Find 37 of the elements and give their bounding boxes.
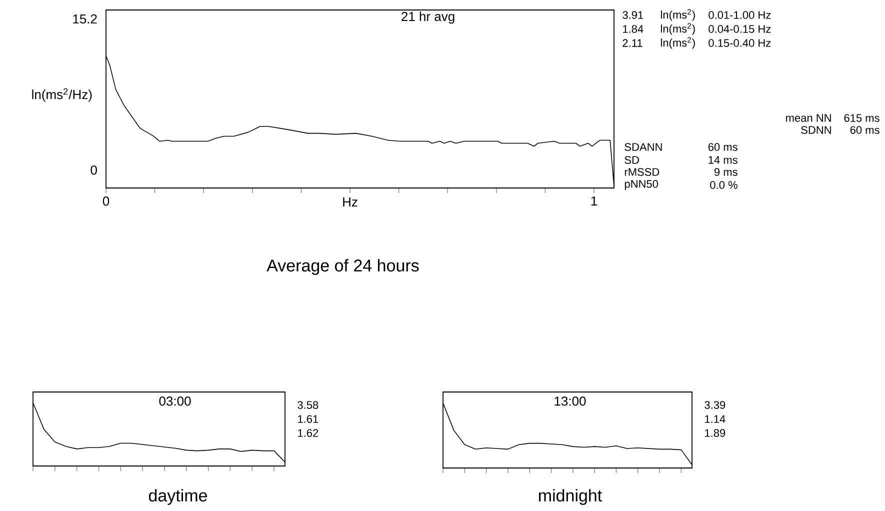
text: 3.91 bbox=[622, 11, 644, 19]
text: 1.14 bbox=[705, 415, 726, 423]
text: 0.04-0.15 Hz bbox=[708, 25, 771, 33]
text: 615 ms bbox=[844, 114, 880, 122]
text: ln(ms$^{2}$) bbox=[660, 9, 695, 21]
text: 3.58 bbox=[298, 401, 318, 409]
text: 0.0 % bbox=[710, 181, 738, 189]
text: pNN50 bbox=[624, 180, 658, 190]
text: Average of 24 hours bbox=[266, 259, 419, 275]
text: 0.15-0.40 Hz bbox=[708, 39, 771, 47]
text: SDANN bbox=[624, 143, 662, 151]
text: SD bbox=[624, 156, 639, 164]
x-axis-title: Hz bbox=[343, 198, 358, 206]
text: 9 ms bbox=[714, 168, 738, 176]
text: daytime bbox=[148, 489, 208, 505]
text: 1.62 bbox=[298, 429, 318, 437]
text: 60 ms bbox=[708, 143, 738, 151]
text: 1.61 bbox=[298, 415, 318, 423]
text: 2.11 bbox=[622, 39, 642, 47]
text: 1.89 bbox=[705, 429, 726, 437]
chart-title: 21 hr avg bbox=[402, 12, 454, 24]
text: 60 ms bbox=[850, 126, 880, 134]
chart-title: 13:00 bbox=[554, 396, 586, 406]
text: 14 ms bbox=[708, 156, 738, 164]
text: mean NN bbox=[786, 114, 831, 122]
x-tick-label: 1 bbox=[591, 196, 597, 206]
y-tick-label: 15.2 bbox=[73, 14, 97, 24]
text: 1.84 bbox=[623, 25, 644, 33]
text: SDNN bbox=[801, 126, 831, 134]
text: rMSSD bbox=[624, 168, 660, 176]
text: ln(ms$^{2}$) bbox=[660, 23, 695, 35]
text: 0.01-1.00 Hz bbox=[708, 11, 771, 19]
text: ln(ms$^{2}$) bbox=[660, 37, 695, 49]
text: 3.39 bbox=[704, 401, 726, 409]
y-axis-title: ln(ms$^{2}$/Hz) bbox=[32, 88, 92, 102]
text: midnight bbox=[539, 489, 602, 505]
chart-title: 03:00 bbox=[159, 396, 191, 406]
